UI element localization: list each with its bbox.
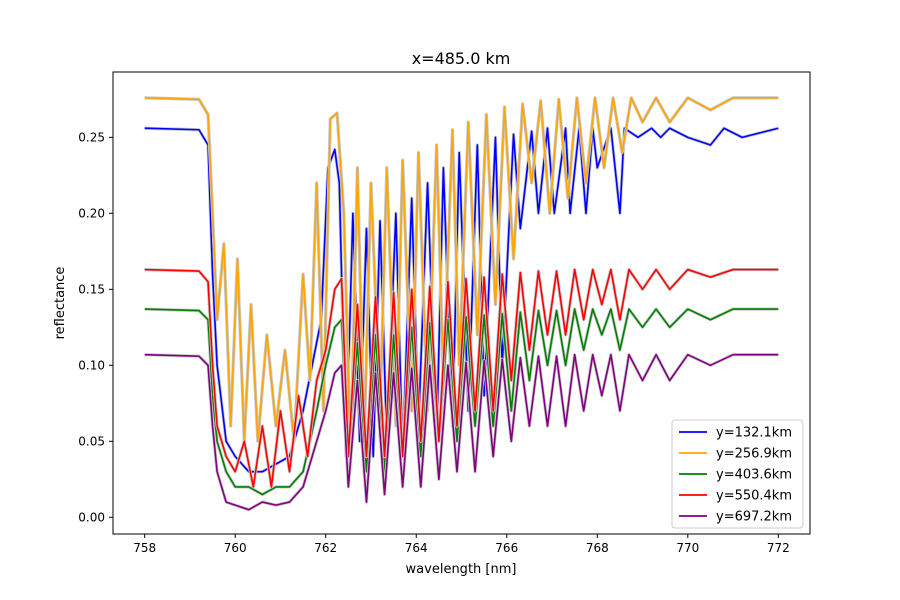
x-tick-label: 770 <box>676 541 699 555</box>
y-axis-label: reflectance <box>53 267 68 340</box>
x-axis: 758 760 762 764 766 768 770 772 <box>133 534 790 555</box>
legend-label: y=550.4km <box>716 489 792 504</box>
y-tick-label: 0.00 <box>78 510 105 524</box>
x-tick-label: 760 <box>224 541 247 555</box>
series-band <box>145 96 779 101</box>
plot-frame <box>112 71 811 535</box>
y-tick-label: 0.10 <box>78 358 105 372</box>
series-band <box>145 352 779 357</box>
x-axis-label: wavelength [nm] <box>406 562 517 577</box>
x-tick-label: 758 <box>133 541 156 555</box>
legend-label: y=403.6km <box>716 468 792 483</box>
x-tick-label: 766 <box>495 541 518 555</box>
legend-label: y=697.2km <box>716 510 792 525</box>
y-tick-label: 0.20 <box>78 206 105 220</box>
y-tick-label: 0.15 <box>78 282 105 296</box>
legend-box <box>671 419 804 529</box>
series-band <box>145 267 779 272</box>
x-tick-label: 762 <box>314 541 337 555</box>
chart-title: x=485.0 km <box>412 49 511 68</box>
series-line <box>144 353 779 511</box>
series-layer <box>144 96 779 512</box>
series-line <box>144 308 779 496</box>
legend-label: y=132.1km <box>716 426 792 441</box>
x-tick-label: 768 <box>586 541 609 555</box>
y-tick-label: 0.25 <box>78 130 105 144</box>
y-tick-label: 0.05 <box>78 434 105 448</box>
series-line <box>144 97 779 458</box>
series-line <box>144 268 779 488</box>
legend-label: y=256.9km <box>716 447 792 462</box>
plot-area <box>112 71 811 535</box>
legend: y=132.1km y=256.9km y=403.6km y=550.4km y=69… <box>671 419 804 529</box>
y-axis: 0.00 0.05 0.10 0.15 0.20 0.25 <box>78 130 113 524</box>
series-band <box>145 126 779 131</box>
x-tick-label: 764 <box>405 541 428 555</box>
series-band <box>145 307 779 312</box>
x-tick-label: 772 <box>767 541 790 555</box>
